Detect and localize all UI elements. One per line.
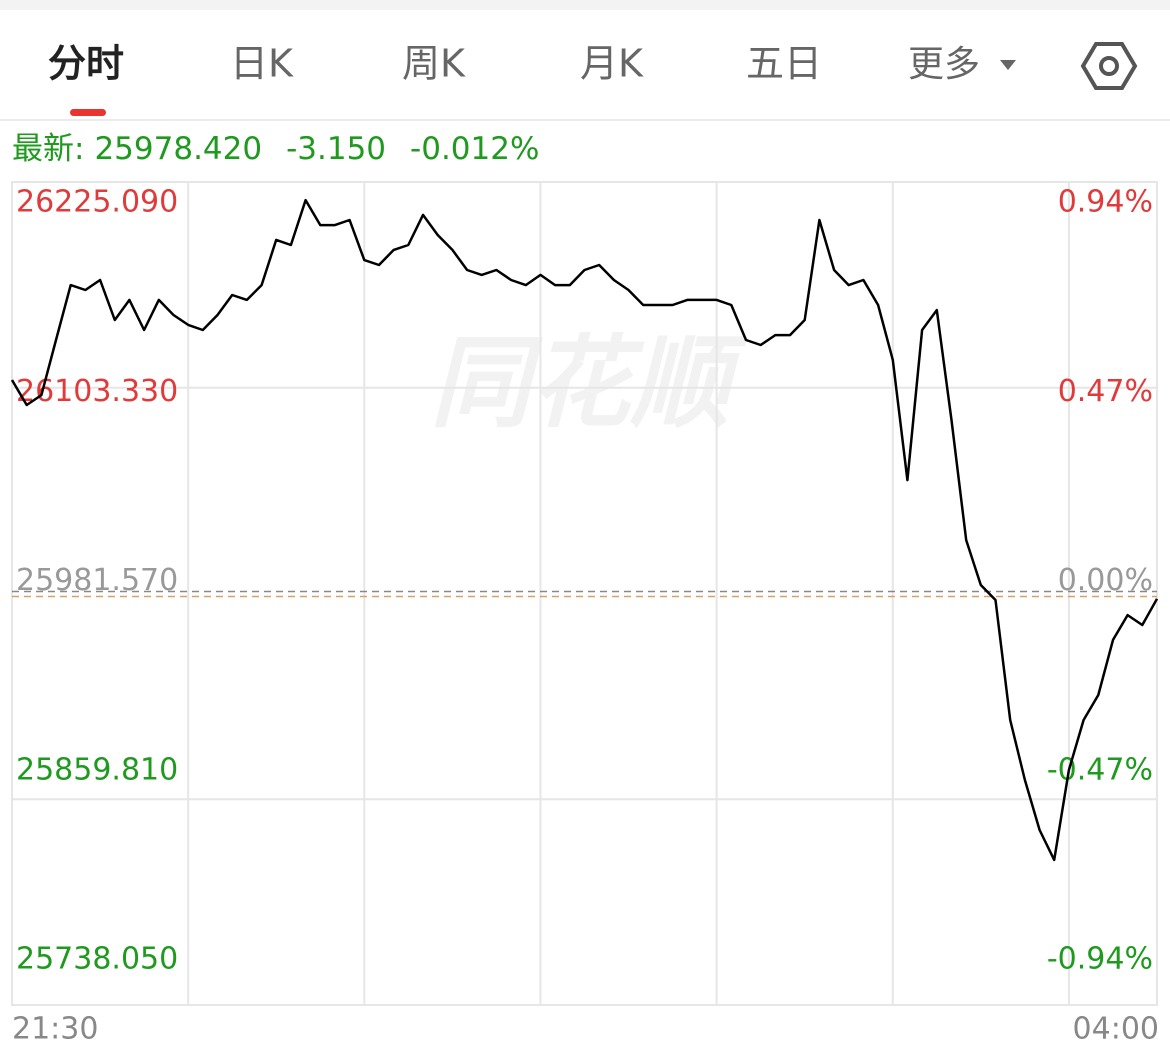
y-tick-label: 25738.050: [16, 942, 178, 977]
top-strip: [0, 0, 1170, 10]
quote-price: 25978.420: [94, 131, 262, 167]
y2-tick-label: 0.00%: [1058, 563, 1153, 598]
watermark: 同花顺: [430, 324, 748, 441]
tab[interactable]: 分时: [48, 42, 124, 86]
tab[interactable]: 月K: [580, 42, 644, 86]
tab[interactable]: 日K: [230, 42, 294, 86]
tab-bar: 分时 日K 周K 月K 五日: [48, 42, 822, 86]
quote-line: 最新: 25978.420 -3.150 -0.012%: [12, 131, 539, 167]
tab[interactable]: 周K: [402, 42, 466, 86]
settings-icon[interactable]: [1080, 42, 1138, 90]
y2-tick-label: -0.47%: [1047, 752, 1153, 787]
quote-label: 最新:: [12, 131, 84, 167]
plot-frame: [11, 181, 1158, 1006]
y-tick-label: 26225.090: [16, 185, 178, 220]
x-tick-label: 04:00: [1073, 1012, 1159, 1047]
quote-percent: -0.012%: [410, 131, 539, 167]
y-tick-label: 26103.330: [16, 374, 178, 409]
price-line: [10, 198, 1159, 862]
y2-tick-label: 0.47%: [1058, 374, 1153, 409]
quote-change: -3.150: [286, 131, 386, 167]
more-arrow: [1000, 60, 1016, 70]
quote: 最新: 25978.420 -3.150 -0.012%: [12, 131, 539, 167]
tab[interactable]: 五日: [746, 42, 822, 86]
active-tab-indicator: [70, 109, 106, 116]
tab-more[interactable]: 更多: [908, 44, 980, 85]
y-tick-label: 25859.810: [16, 752, 178, 787]
y2-tick-label: -0.94%: [1047, 942, 1153, 977]
y-tick-label: 25981.570: [16, 563, 178, 598]
y2-tick-label: 0.94%: [1058, 185, 1153, 220]
x-tick-label: 21:30: [12, 1012, 98, 1047]
